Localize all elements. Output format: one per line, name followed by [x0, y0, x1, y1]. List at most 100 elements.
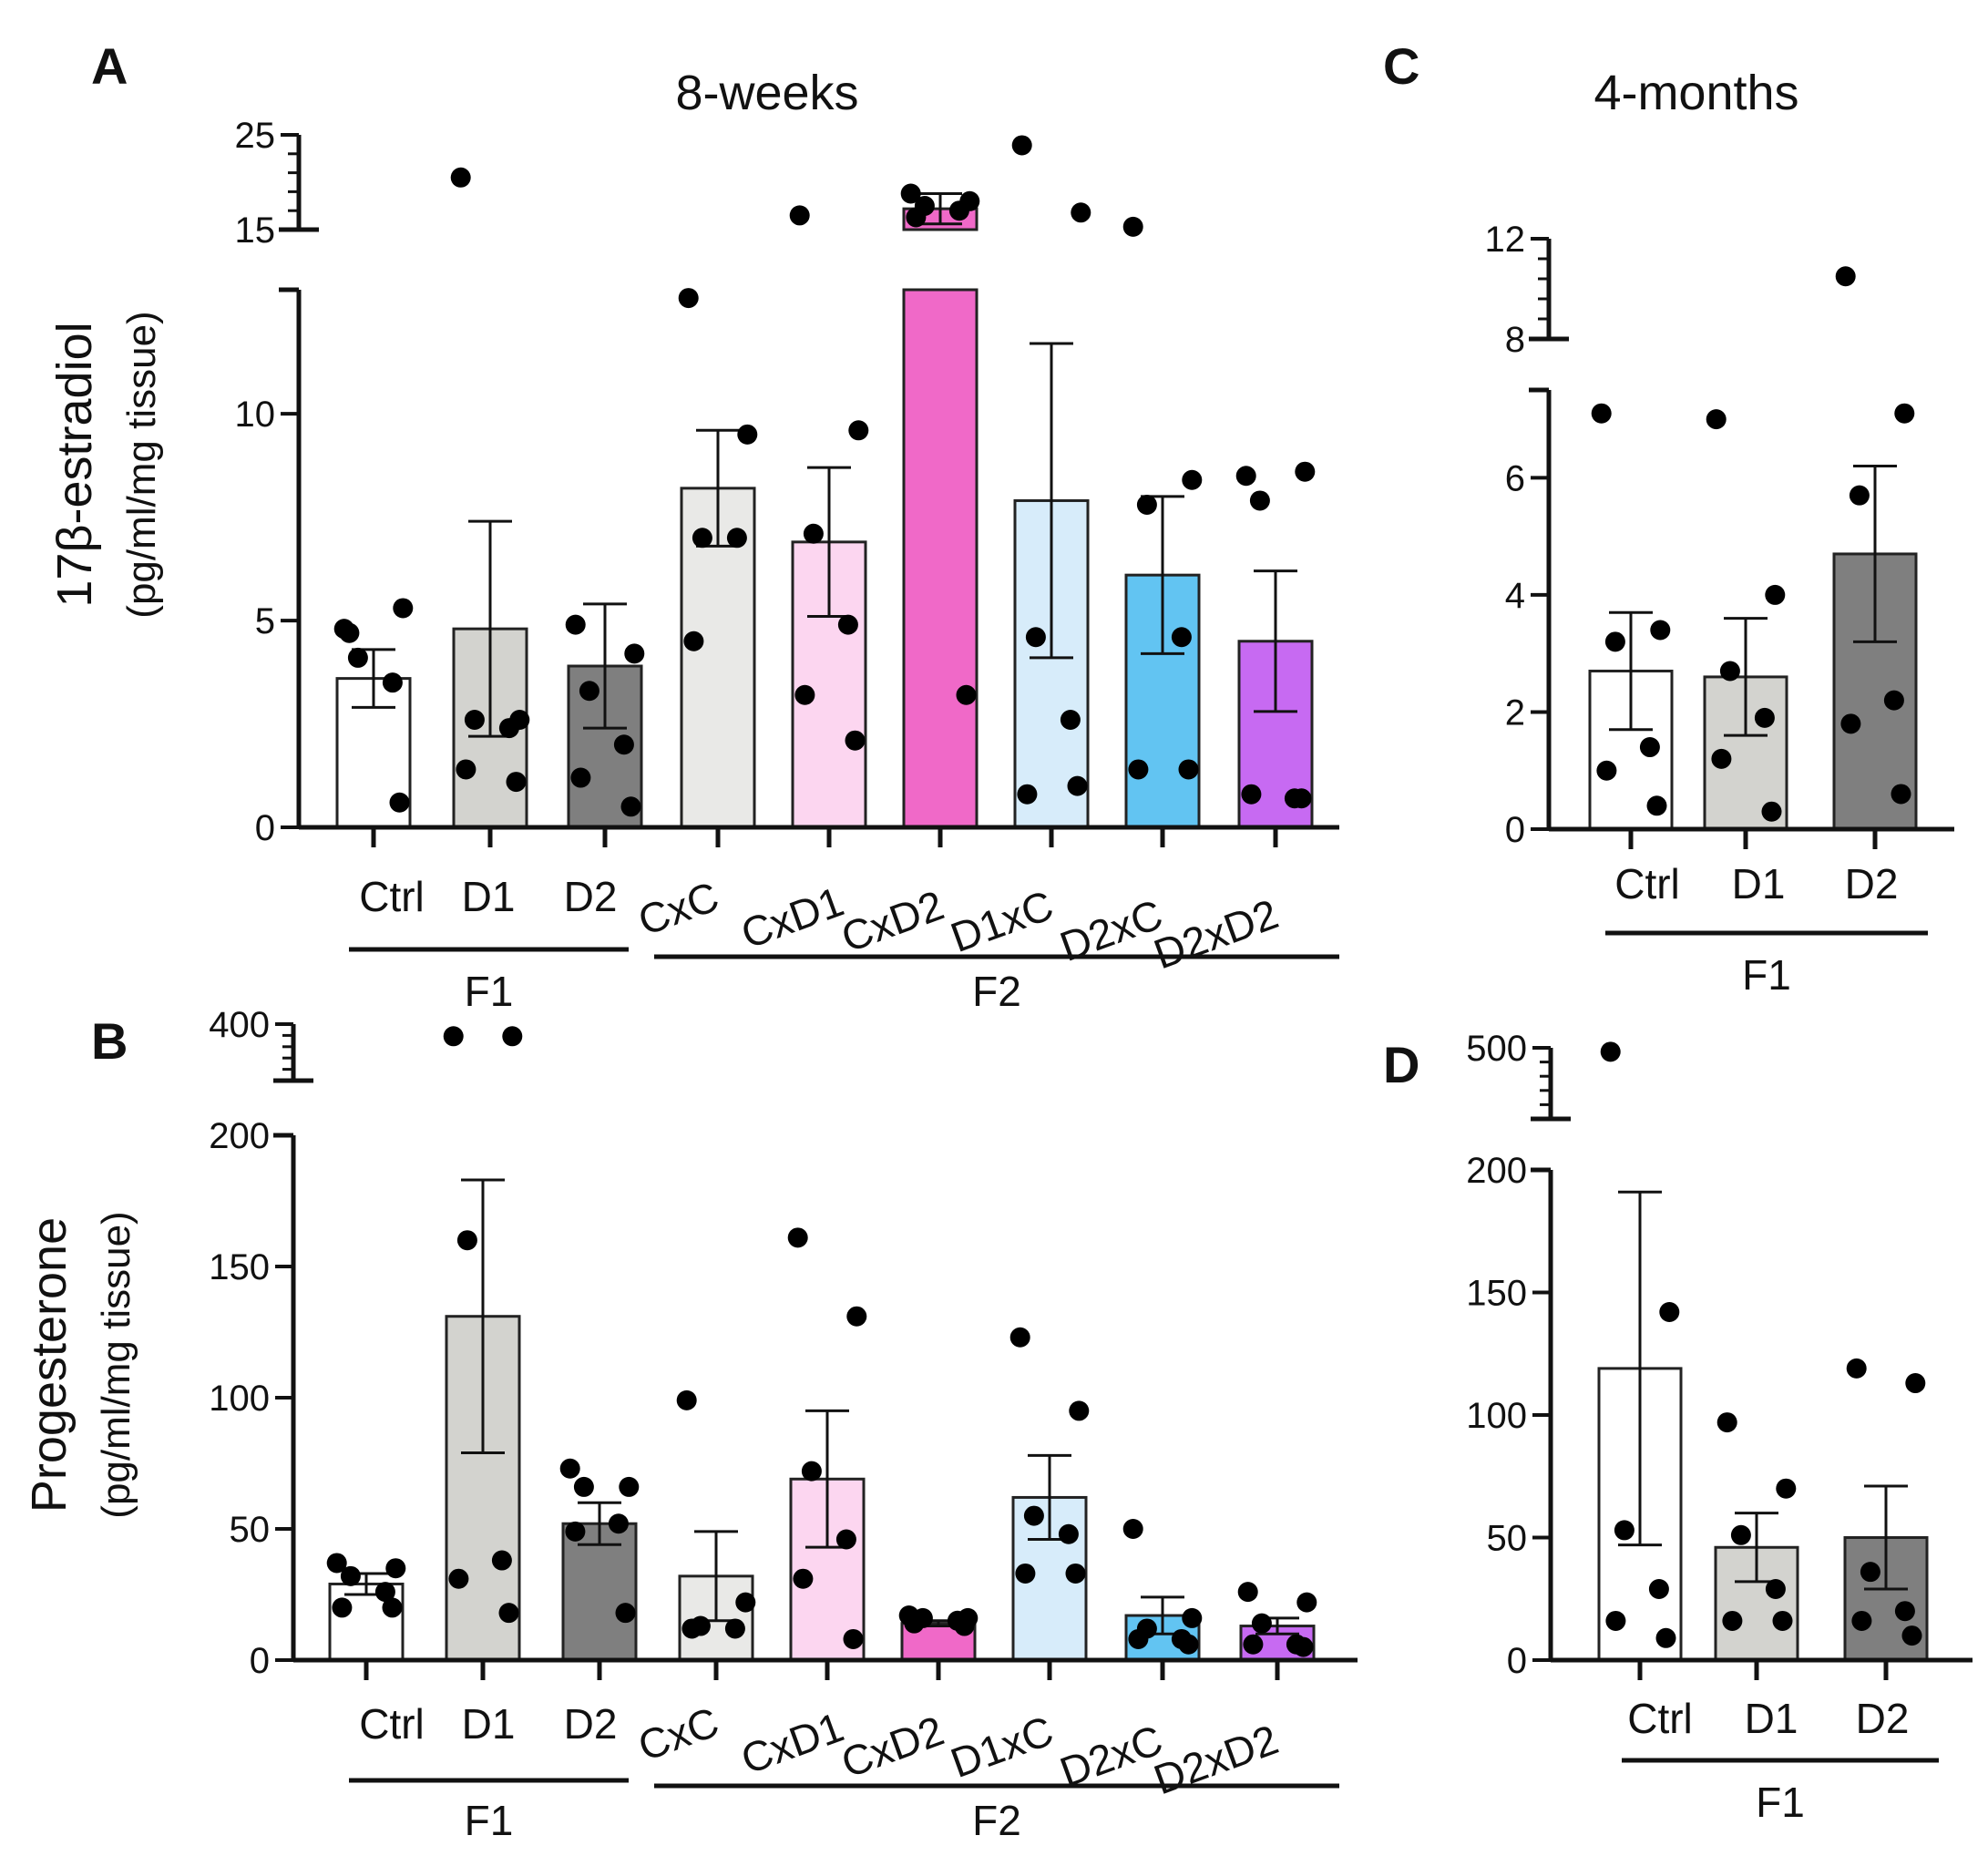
- panel-letter-d: D: [1383, 1036, 1419, 1093]
- y-tick-label: 0: [1505, 810, 1525, 850]
- data-point-cxd2: [900, 183, 921, 204]
- data-point-ctrl: [339, 622, 360, 643]
- data-point-d1: [1776, 1478, 1797, 1499]
- panel-c-title: 4-months: [1593, 66, 1798, 120]
- x-tick-label-d1xc: D1xC: [945, 881, 1060, 961]
- data-point-cxd1: [845, 730, 866, 751]
- data-point-d1: [1706, 409, 1727, 430]
- y-tick-label: 6: [1505, 458, 1525, 498]
- y-tick-label: 50: [1487, 1519, 1528, 1559]
- data-point-cxd1: [846, 1306, 867, 1327]
- data-point-d1: [1730, 1524, 1751, 1545]
- data-point-d2: [1905, 1373, 1926, 1394]
- x-tick-label-d1: D1: [462, 1700, 516, 1748]
- data-point-d2: [1891, 784, 1911, 805]
- y-tick-label: 150: [1466, 1274, 1527, 1314]
- y-tick-label: 4: [1505, 576, 1525, 616]
- data-point-d1: [1716, 1412, 1737, 1433]
- data-point-ctrl: [1614, 1520, 1634, 1541]
- data-point-d1: [502, 1026, 523, 1047]
- y-tick-label: 200: [209, 1116, 270, 1156]
- x-tick-label-d1: D1: [462, 873, 516, 920]
- data-point-ctrl: [1639, 737, 1660, 758]
- group-label-f2: F2: [972, 968, 1021, 1015]
- data-point-d1: [450, 167, 471, 188]
- x-tick-label-d2: D2: [1845, 860, 1899, 907]
- panel-letter-a: A: [91, 37, 128, 95]
- data-point-ctrl: [393, 598, 414, 619]
- data-point-d1: [448, 1568, 469, 1589]
- data-point-d1xc: [1023, 1505, 1044, 1526]
- data-point-ctrl: [1659, 1302, 1680, 1323]
- data-point-d1: [491, 1550, 512, 1571]
- data-point-d2xd2: [1243, 1634, 1264, 1655]
- data-point-d2: [579, 681, 599, 702]
- data-point-d1: [1754, 707, 1775, 728]
- data-point-d1: [443, 1026, 464, 1047]
- y-tick-label: 8: [1505, 320, 1525, 360]
- data-point-cxd2: [904, 1613, 925, 1634]
- data-point-d2: [613, 734, 634, 755]
- y-tick-label: 15: [235, 210, 276, 251]
- data-point-d1: [456, 1230, 477, 1251]
- data-point-cxc: [737, 424, 758, 445]
- x-tick-label-cxd2: CxD2: [835, 881, 950, 961]
- data-point-ctrl: [1648, 1578, 1669, 1599]
- data-point-d2xc: [1182, 1607, 1203, 1628]
- data-point-d2xd2: [1237, 1582, 1258, 1603]
- y-tick-label: 0: [250, 1641, 270, 1681]
- data-point-d1: [1761, 801, 1782, 822]
- data-point-cxd1: [843, 1628, 864, 1649]
- data-point-d2: [1901, 1625, 1922, 1646]
- data-point-d1xc: [1060, 710, 1081, 730]
- group-label-f1: F1: [465, 1797, 514, 1844]
- data-point-d1: [456, 759, 477, 780]
- data-point-d2xc: [1182, 469, 1203, 490]
- panel-b-yunit: (pg/ml/mg tissue): [94, 1211, 138, 1518]
- data-point-d2xd2: [1291, 788, 1312, 809]
- data-point-d2xc: [1122, 1519, 1143, 1539]
- x-tick-label-d2xd2: D2xD2: [1148, 889, 1285, 978]
- y-tick-label: 100: [1466, 1396, 1527, 1436]
- data-point-cxd1: [837, 614, 858, 635]
- y-tick-label: 100: [209, 1379, 270, 1419]
- data-point-d2: [624, 643, 645, 664]
- x-tick-label-ctrl: Ctrl: [1614, 860, 1680, 907]
- data-point-cxd1: [794, 684, 815, 705]
- data-point-d2xd2: [1241, 784, 1262, 805]
- data-point-d1: [1722, 1610, 1743, 1631]
- data-point-d1xc: [1071, 202, 1091, 223]
- y-tick-label: 500: [1466, 1029, 1527, 1069]
- data-point-cxd1: [801, 1461, 822, 1482]
- data-point-cxc: [726, 528, 747, 549]
- data-point-d2: [1846, 1358, 1867, 1379]
- data-point-cxd2: [956, 684, 977, 705]
- data-point-ctrl: [382, 1597, 403, 1618]
- data-point-cxd1: [848, 420, 869, 441]
- x-tick-label-ctrl: Ctrl: [359, 1700, 425, 1748]
- data-point-d1: [1765, 1578, 1786, 1599]
- data-point-d2: [1894, 403, 1915, 424]
- data-point-d2xd2: [1296, 1592, 1317, 1613]
- bar-cxd2: [902, 288, 979, 829]
- x-tick-label-d1xc: D1xC: [945, 1707, 1060, 1787]
- data-point-d2: [570, 767, 591, 788]
- x-tick-label-cxd1: CxD1: [735, 877, 850, 958]
- data-point-d2xc: [1136, 495, 1157, 515]
- data-point-d2: [619, 1476, 640, 1497]
- data-point-d1: [1772, 1610, 1793, 1631]
- x-tick-label-d2: D2: [564, 873, 618, 920]
- data-point-ctrl: [1605, 1610, 1626, 1631]
- y-tick-label: 5: [255, 601, 275, 641]
- data-point-d1: [1719, 661, 1740, 682]
- data-point-d1xc: [1009, 1327, 1030, 1348]
- data-point-d2xc: [1128, 759, 1149, 780]
- data-point-ctrl: [1600, 1041, 1621, 1062]
- data-point-ctrl: [1596, 760, 1617, 781]
- data-point-d2xd2: [1295, 461, 1316, 482]
- x-tick-label-d2xd2: D2xD2: [1148, 1715, 1285, 1803]
- group-label-f1: F1: [1756, 1779, 1805, 1826]
- data-point-cxd1: [789, 205, 810, 226]
